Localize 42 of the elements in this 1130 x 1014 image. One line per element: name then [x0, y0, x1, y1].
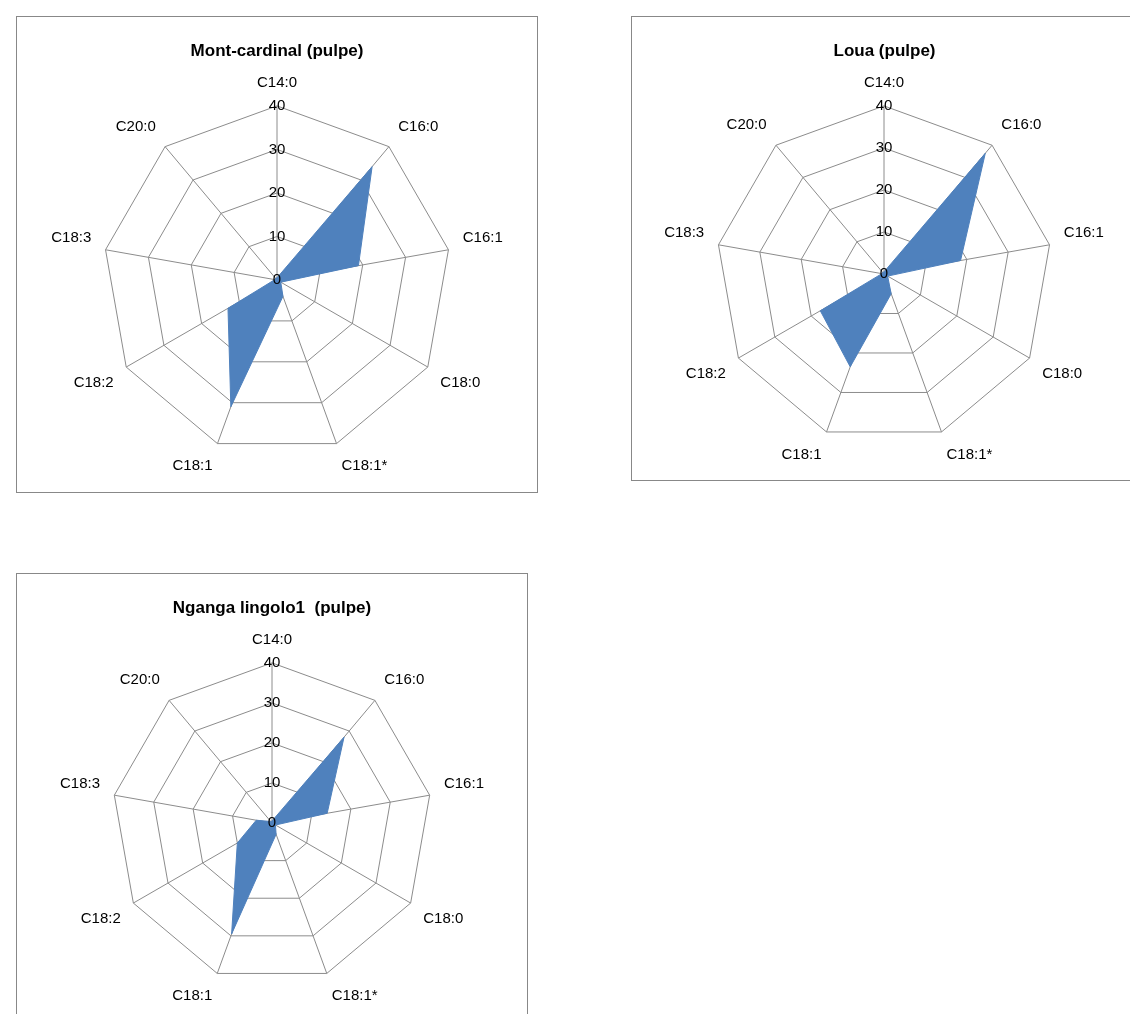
spoke-label: C18:1*: [331, 986, 378, 1004]
y-tick-label: 10: [263, 773, 281, 791]
spoke-label: C16:0: [398, 116, 439, 134]
spoke-label: C16:1: [443, 773, 484, 791]
spoke-label: C18:1*: [946, 444, 993, 462]
spoke-label: C18:3: [664, 223, 705, 241]
spoke-label: C18:2: [73, 373, 114, 391]
spoke-label: C14:0: [256, 72, 298, 90]
y-tick-label: 30: [875, 138, 893, 156]
spoke-label: C16:1: [462, 228, 503, 246]
spoke-label: C18:0: [423, 909, 464, 927]
chart-title: Nganga lingolo1 (pulpe): [172, 597, 372, 617]
spoke-label: C18:1: [781, 444, 822, 462]
spoke-label: C20:0: [115, 116, 156, 134]
spoke-label: C14:0: [251, 629, 293, 647]
spoke-label: C16:0: [384, 670, 425, 688]
y-tick-label: 30: [263, 693, 281, 711]
spoke-label: C20:0: [119, 670, 160, 688]
spoke-label: C18:3: [60, 773, 101, 791]
spoke-label: C20:0: [726, 115, 767, 133]
spoke-label: C18:1*: [341, 456, 388, 474]
y-tick-label: 20: [875, 180, 893, 198]
spoke-label: C18:1: [172, 456, 213, 474]
y-tick-label: 10: [268, 226, 286, 244]
y-tick-label: 10: [875, 222, 893, 240]
chart-title: Mont-cardinal (pulpe): [190, 40, 364, 60]
y-tick-label: 20: [263, 733, 281, 751]
spoke-label: C18:2: [80, 909, 121, 927]
spoke-label: C16:0: [1001, 115, 1042, 133]
spoke-label: C18:2: [685, 364, 726, 382]
spoke-label: C18:3: [51, 228, 92, 246]
spoke-label: C18:1: [172, 986, 213, 1004]
chart-title: Loua (pulpe): [833, 40, 936, 60]
y-tick-label: 20: [268, 183, 286, 201]
spoke-label: C16:1: [1063, 223, 1104, 241]
spoke-label: C18:0: [1042, 364, 1083, 382]
y-tick-label: 40: [875, 96, 893, 114]
spoke-label: C18:0: [440, 373, 481, 391]
y-tick-label: 40: [268, 96, 286, 114]
y-tick-label: 30: [268, 139, 286, 157]
y-tick-label: 40: [263, 653, 281, 671]
spoke-label: C14:0: [863, 72, 905, 90]
